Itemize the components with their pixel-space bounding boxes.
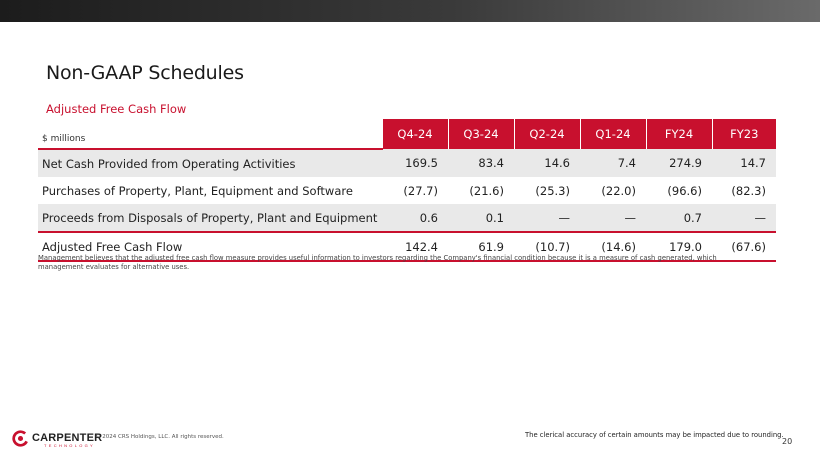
table-cell: 0.6	[382, 204, 448, 232]
page-title: Non-GAAP Schedules	[46, 62, 244, 84]
table-row: Proceeds from Disposals of Property, Pla…	[38, 204, 776, 232]
column-header: Q3-24	[447, 119, 514, 149]
table-cell: (96.6)	[667, 183, 702, 198]
column-header: Q4-24	[381, 119, 448, 149]
table-cell: 14.7	[712, 149, 776, 177]
logo-subtext: TECHNOLOGY	[44, 443, 96, 448]
table-cell: 61.9	[448, 231, 514, 262]
table-cell: 0.1	[448, 204, 514, 232]
table-row: Purchases of Property, Plant, Equipment …	[38, 177, 776, 204]
table-cell: (25.3)	[535, 183, 570, 198]
table-cell: 274.9	[646, 149, 712, 177]
carpenter-logo-icon	[12, 430, 29, 447]
table-cell: 169.5	[382, 149, 448, 177]
unit-label: $ millions	[38, 119, 382, 150]
table-cell: (21.6)	[469, 183, 504, 198]
row-label: Purchases of Property, Plant, Equipment …	[42, 183, 353, 198]
copyright-text: © 2024 CRS Holdings, LLC. All rights res…	[95, 434, 224, 440]
table-row: Net Cash Provided from Operating Activit…	[38, 149, 776, 177]
table-cell: 7.4	[580, 149, 646, 177]
table-cell: (27.7)	[403, 183, 438, 198]
cash-flow-table: $ millions Q4-24 Q3-24 Q2-24 Q1-24 FY24 …	[38, 119, 776, 262]
table-cell: (67.6)	[712, 231, 776, 262]
column-header: Q1-24	[579, 119, 646, 149]
rounding-disclaimer: The clerical accuracy of certain amounts…	[525, 431, 784, 439]
management-note: Management believes that the adjusted fr…	[38, 254, 717, 271]
top-banner	[0, 0, 820, 22]
table-cell: —	[712, 204, 776, 232]
row-label: Proceeds from Disposals of Property, Pla…	[38, 204, 382, 232]
table-cell: 142.4	[382, 231, 448, 262]
table-cell: 83.4	[448, 149, 514, 177]
table-cell: —	[580, 204, 646, 232]
table-cell: 0.7	[646, 204, 712, 232]
table-cell: 179.0	[646, 231, 712, 262]
row-label: Net Cash Provided from Operating Activit…	[38, 149, 382, 177]
section-subtitle: Adjusted Free Cash Flow	[46, 102, 187, 116]
company-logo: CARPENTER TECHNOLOGY	[12, 430, 103, 448]
column-header: FY24	[645, 119, 712, 149]
column-header: Q2-24	[513, 119, 580, 149]
table-header-row: $ millions Q4-24 Q3-24 Q2-24 Q1-24 FY24 …	[38, 119, 776, 150]
table-cell: 14.6	[514, 149, 580, 177]
logo-wordmark: CARPENTER	[32, 432, 103, 444]
table-cell: (10.7)	[514, 231, 580, 262]
table-cell: (22.0)	[601, 183, 636, 198]
row-label: Adjusted Free Cash Flow	[38, 231, 382, 262]
column-header: FY23	[711, 119, 776, 149]
table-cell: (82.3)	[731, 183, 766, 198]
table-total-row: Adjusted Free Cash Flow 142.4 61.9 (10.7…	[38, 231, 776, 262]
page-number: 20	[782, 437, 793, 446]
table-cell: (14.6)	[580, 231, 646, 262]
table-cell: —	[514, 204, 580, 232]
